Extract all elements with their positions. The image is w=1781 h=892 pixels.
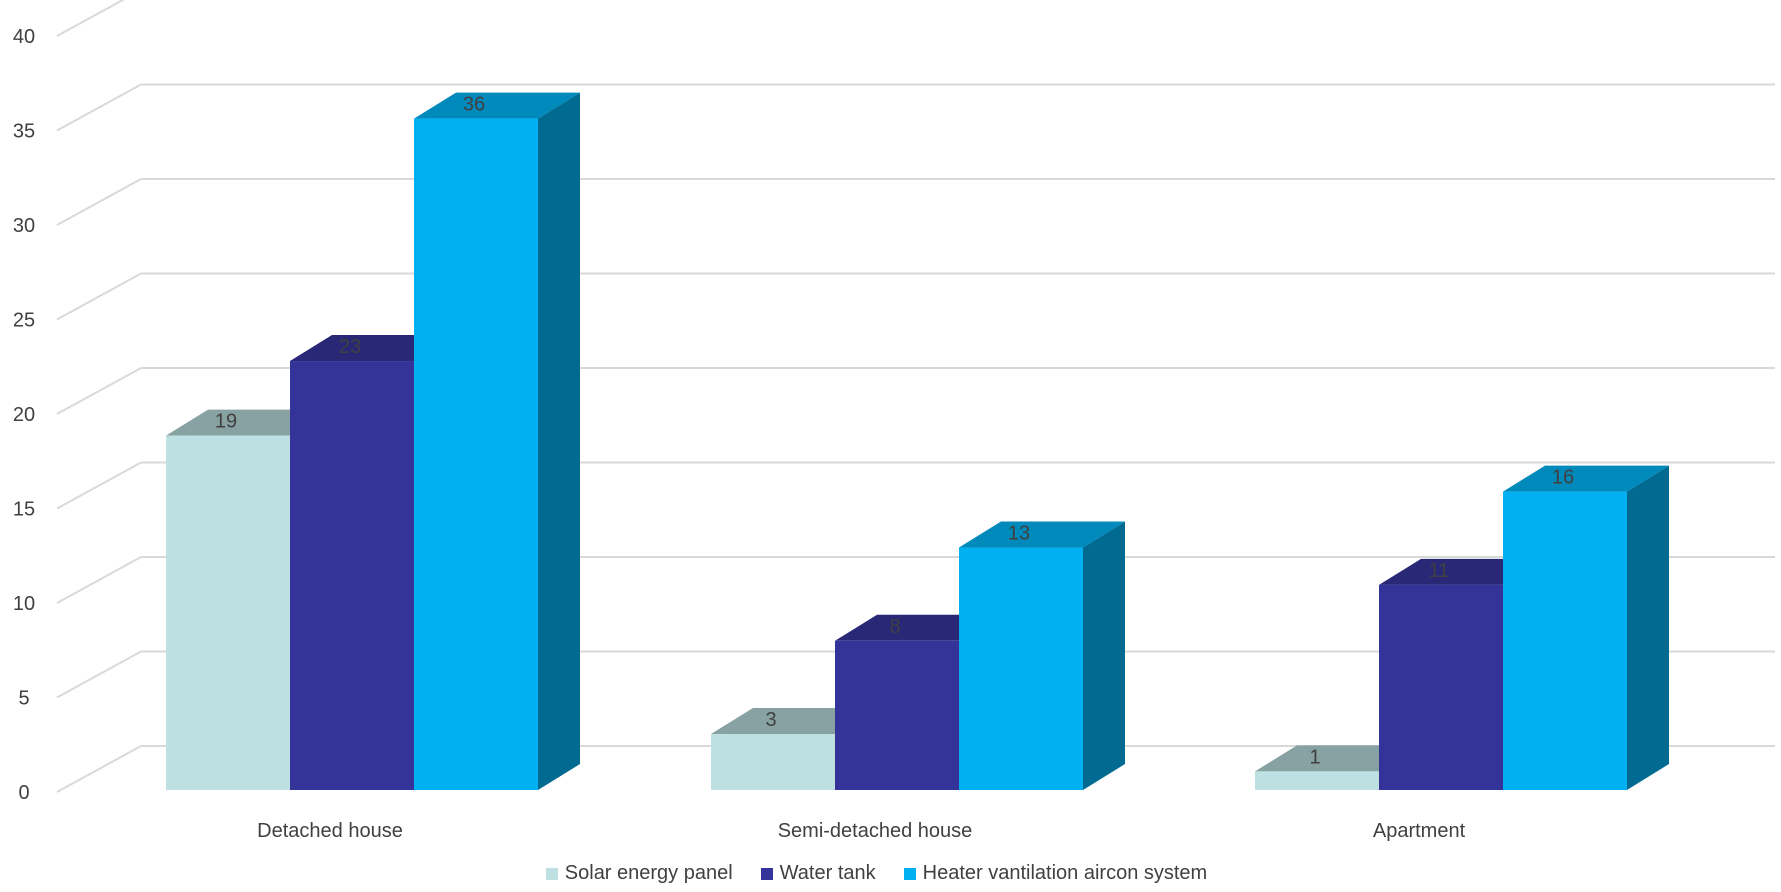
- x-tick-label: Apartment: [1373, 820, 1466, 842]
- bar: [835, 614, 1001, 790]
- data-label: 23: [339, 336, 361, 358]
- bars: [166, 92, 1669, 791]
- y-tick-label: 30: [13, 215, 35, 237]
- legend-label: Solar energy panel: [564, 862, 733, 884]
- data-label: 36: [463, 94, 485, 116]
- bar: [959, 521, 1125, 790]
- x-tick-label: Detached house: [257, 820, 403, 842]
- y-tick-label: 10: [13, 593, 35, 615]
- y-tick-label: 20: [13, 404, 35, 426]
- x-axis-tick-labels: Detached house Semi-detached house Apartme…: [257, 820, 1465, 842]
- data-label: 16: [1552, 467, 1574, 489]
- legend-item: Solar energy panel: [545, 862, 733, 885]
- legend-item: Heater vantilation aircon system: [903, 862, 1208, 885]
- legend-label: Water tank: [779, 862, 876, 884]
- y-axis-tick-labels: 0 5 10 15 20 25 30 35 40: [13, 26, 35, 804]
- y-tick-label: 15: [13, 499, 35, 521]
- data-label: 19: [215, 411, 237, 433]
- data-label: 13: [1008, 523, 1030, 545]
- legend-item: Water tank: [760, 862, 876, 885]
- legend-swatch: [545, 867, 558, 880]
- gridline: [56, 83, 1775, 132]
- legend: Solar energy panel Water tank Heater vanti…: [0, 862, 1781, 885]
- bar: [414, 92, 580, 791]
- y-tick-label: 40: [13, 26, 35, 48]
- legend-swatch: [760, 867, 773, 880]
- legend-swatch: [903, 867, 916, 880]
- bar: [1503, 465, 1669, 790]
- y-tick-label: 35: [13, 121, 35, 143]
- data-label: 3: [765, 709, 776, 731]
- gridline: [56, 272, 1775, 321]
- y-tick-label: 25: [13, 310, 35, 332]
- gridline: [56, 178, 1775, 226]
- gridline: [56, 0, 125, 37]
- data-label: 1: [1309, 746, 1320, 768]
- y-tick-label: 0: [18, 782, 29, 804]
- y-tick-label: 5: [18, 688, 29, 710]
- data-label: 11: [1429, 560, 1450, 582]
- x-tick-label: Semi-detached house: [778, 820, 973, 842]
- data-label: 8: [889, 616, 900, 638]
- legend-label: Heater vantilation aircon system: [922, 862, 1208, 884]
- bar: [1379, 558, 1545, 790]
